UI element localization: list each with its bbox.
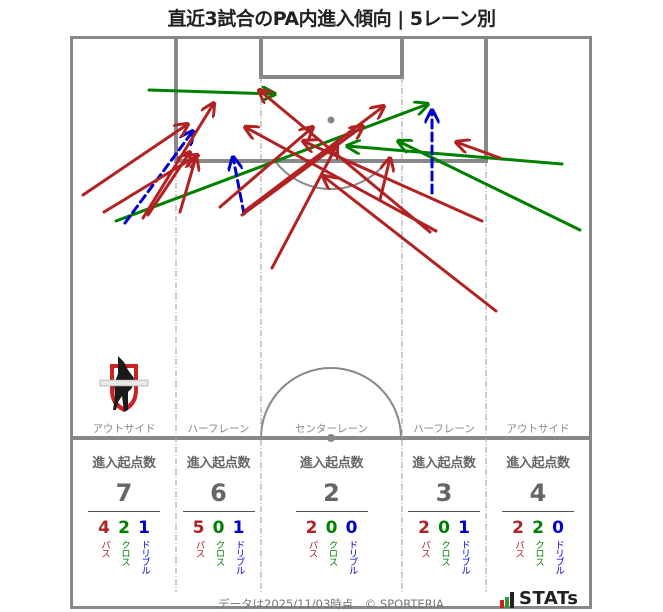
cross-arrow [398,141,582,232]
divider [182,511,255,512]
pass-arrow [178,157,196,214]
data-note: データは2025/11/03時点 © SPORTERIA [218,597,444,611]
dribble-count: 0 [345,518,358,538]
lane-label-half-right: ハーフレーン [413,423,475,435]
chart-title: 直近3試合のPA内進入傾向 | 5レーン別 [167,8,496,30]
cross-label: クロス [533,540,544,566]
penalty-area [174,37,488,163]
pass-arrow [245,127,438,233]
lane-stats-half-left: 進入起点数 6 5 パス 0 クロス 1 ドリブル [176,452,261,574]
pass-label: パス [99,540,110,557]
pass-count: 4 [98,518,110,538]
pass-arrow [81,124,188,197]
pass-arrow [378,158,390,202]
pass-count: 5 [192,518,205,538]
pass-count: 2 [418,518,430,538]
divider [295,511,368,512]
center-spot [327,434,335,442]
cross-count: 0 [438,518,450,538]
dribble-label: ドリブル [233,540,245,574]
pass-arrow [146,152,190,217]
pass-arrow [270,145,337,270]
lane-label-outside-right: アウトサイド [506,423,570,435]
dribble-count: 0 [552,518,564,538]
dribble-label: ドリブル [553,540,564,574]
pass-label: パス [513,540,524,557]
lane-label-half-left: ハーフレーン [187,423,250,435]
cross-count: 2 [118,518,130,538]
dribble-count: 1 [458,518,470,538]
dribble-count: 1 [138,518,150,538]
start-count-label: 進入起点数 [506,456,570,471]
pitch-border [70,36,592,609]
cross-count: 0 [325,518,338,538]
start-count-total: 6 [210,479,227,507]
pass-arrow [218,127,313,209]
dribble-label: ドリブル [459,540,470,574]
brand-name: STATs [519,588,579,609]
pass-label: パス [306,540,318,557]
start-count-label: 進入起点数 [92,456,156,471]
start-count-label: 進入起点数 [299,456,364,471]
dribble-arrow [233,157,246,216]
start-count-label: 進入起点数 [186,456,251,471]
dribble-count: 1 [232,518,245,538]
dribble-label: ドリブル [139,540,150,574]
pass-arrow [323,176,498,313]
cross-count: 2 [532,518,544,538]
pass-count: 2 [305,518,318,538]
cross-label: クロス [439,540,450,566]
divider [502,511,574,512]
pass-arrow [456,142,502,160]
stats-brand-logo: STATs [500,590,578,608]
cross-label: クロス [213,540,225,566]
lane-label-center: センターレーン [295,423,368,435]
cross-label: クロス [119,540,130,566]
start-count-total: 4 [529,479,547,507]
entry-arrows [81,90,582,313]
divider [88,511,160,512]
lane-dividers [175,77,487,592]
pass-arrow [244,106,384,212]
start-count-label: 進入起点数 [412,456,476,471]
goal-area [259,37,404,79]
divider [408,511,480,512]
start-count-total: 2 [323,479,340,507]
lane-label-outside-left: アウトサイド [92,423,156,435]
lane-stats-center: 進入起点数 2 2 パス 0 クロス 0 ドリブル [261,452,402,574]
start-count-total: 3 [435,479,453,507]
pass-label: パス [419,540,430,557]
start-count-total: 7 [115,479,133,507]
cross-count: 0 [212,518,225,538]
pass-label: パス [193,540,205,557]
team-logo [98,352,150,416]
pass-arrow [240,126,363,217]
center-circle [260,367,402,439]
cross-arrow [147,90,275,94]
lane-stats-half-right: 進入起点数 3 2 パス 0 クロス 1 ドリブル [402,452,486,574]
pass-count: 2 [512,518,524,538]
bar-chart-icon [500,592,514,608]
lane-stats-outside-right: 進入起点数 4 2 パス 2 クロス 0 ドリブル [486,452,590,574]
penalty-spot [327,116,335,124]
cross-arrow [347,146,564,166]
dribble-label: ドリブル [346,540,358,574]
lane-stats-outside-left: 進入起点数 7 4 パス 2 クロス 1 ドリブル [76,452,172,574]
pass-arrow [303,141,484,223]
cross-label: クロス [326,540,338,566]
